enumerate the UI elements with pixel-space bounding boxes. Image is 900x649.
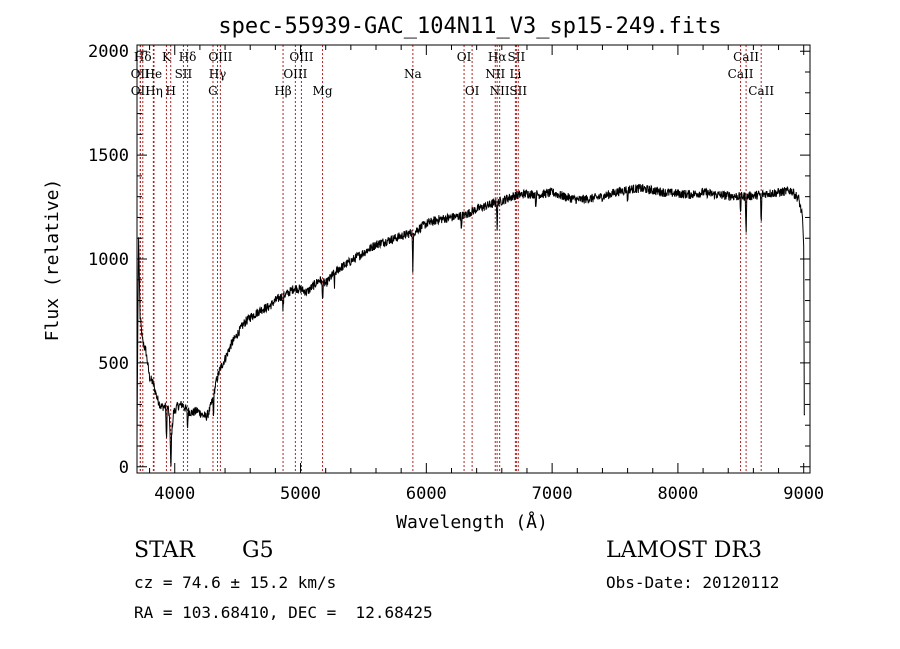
x-tick-label: 8000 (657, 484, 698, 504)
line-marker-label: He (145, 67, 163, 81)
x-tick-label: 4000 (154, 484, 195, 504)
axis-ticks: 4000 5000 6000 7000 8000 9000 0 500 1000 1500 2000 (88, 42, 824, 504)
line-marker-label: SII (175, 67, 193, 81)
x-tick-label: 5000 (280, 484, 321, 504)
line-marker-label: Hβ (274, 84, 291, 98)
y-tick-label: 1500 (88, 146, 129, 166)
x-axis-label: Wavelength (Å) (396, 511, 548, 533)
line-marker-label: OII (131, 67, 151, 81)
observation-date: Obs-Date: 20120112 (606, 573, 780, 592)
line-marker-label: OIII (289, 50, 313, 64)
line-marker-label: OII (131, 84, 151, 98)
line-marker-label: Hη (145, 84, 163, 98)
line-marker-label: CaII (733, 50, 759, 64)
line-marker-label: Hγ (209, 67, 227, 81)
y-axis-label: Flux (relative) (42, 179, 63, 342)
line-markers (139, 45, 762, 473)
line-marker-label: K (162, 50, 172, 64)
line-marker-label: CaII (748, 84, 774, 98)
line-marker-label: NII (490, 84, 510, 98)
line-marker-label: Na (404, 67, 422, 81)
object-class: STAR (134, 538, 195, 563)
survey-name: LAMOST DR3 (606, 538, 762, 563)
line-marker-label: Hα (488, 50, 507, 64)
line-marker-label: OI (457, 50, 472, 64)
chart-title: spec-55939-GAC_104N11_V3_sp15-249.fits (218, 14, 721, 39)
line-marker-label: SII (508, 50, 526, 64)
line-marker-label: Mg (313, 84, 333, 98)
line-marker-label: CaII (728, 67, 754, 81)
y-tick-label: 1000 (88, 250, 129, 270)
x-tick-label: 6000 (406, 484, 447, 504)
plot-frame (136, 44, 811, 474)
line-marker-label: Li (509, 67, 521, 81)
line-marker-label: Hδ (179, 50, 197, 64)
line-marker-label: NII (485, 67, 505, 81)
coordinates: RA = 103.68410, DEC = 12.68425 (134, 603, 433, 622)
line-marker-label: Hδ (134, 50, 152, 64)
line-marker-label: SII (509, 84, 527, 98)
series-group (136, 183, 805, 467)
line-marker-label: OI (465, 84, 480, 98)
line-marker-label: H (165, 84, 175, 98)
object-subclass: G5 (242, 538, 274, 563)
y-tick-label: 0 (119, 458, 129, 478)
x-tick-label: 9000 (783, 484, 824, 504)
y-tick-label: 2000 (88, 42, 129, 62)
line-marker-label: G (208, 84, 218, 98)
redshift-velocity: cz = 74.6 ± 15.2 km/s (134, 573, 337, 592)
spectrum-line (136, 183, 805, 467)
line-marker-label: OIII (283, 67, 307, 81)
line-marker-label: OIII (208, 50, 232, 64)
x-tick-label: 7000 (532, 484, 573, 504)
y-tick-label: 500 (98, 354, 129, 374)
